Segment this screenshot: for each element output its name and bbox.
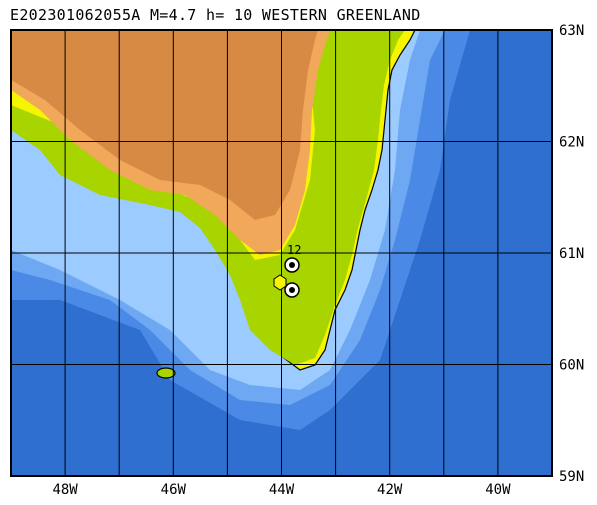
longitude-tick-label: 48W — [52, 482, 78, 498]
latitude-labels: 63N 62N 61N 60N 59N — [559, 23, 584, 485]
land-green — [11, 30, 405, 365]
event-markers — [273, 257, 300, 298]
longitude-labels: 48W 46W 44W 42W 40W — [52, 482, 511, 498]
map-layers — [11, 30, 552, 476]
station-label: 12 — [287, 243, 301, 257]
latitude-tick-label: 61N — [559, 246, 584, 262]
island — [156, 367, 176, 379]
latitude-tick-label: 59N — [559, 469, 584, 485]
graticule — [11, 30, 552, 476]
epicenter-marker — [273, 274, 287, 291]
map-frame — [10, 29, 553, 477]
longitude-tick-label: 44W — [269, 482, 295, 498]
longitude-tick-label: 42W — [377, 482, 403, 498]
latitude-tick-label: 63N — [559, 23, 584, 39]
latitude-tick-label: 60N — [559, 358, 584, 374]
latitude-tick-label: 62N — [559, 135, 584, 151]
longitude-tick-label: 40W — [485, 482, 511, 498]
station-marker-south-core — [289, 287, 295, 293]
station-marker-north-core — [289, 262, 295, 268]
map-title: E202301062055A M=4.7 h= 10 WESTERN GREEN… — [10, 6, 421, 24]
land-icecap — [11, 30, 318, 220]
longitude-tick-label: 46W — [161, 482, 187, 498]
